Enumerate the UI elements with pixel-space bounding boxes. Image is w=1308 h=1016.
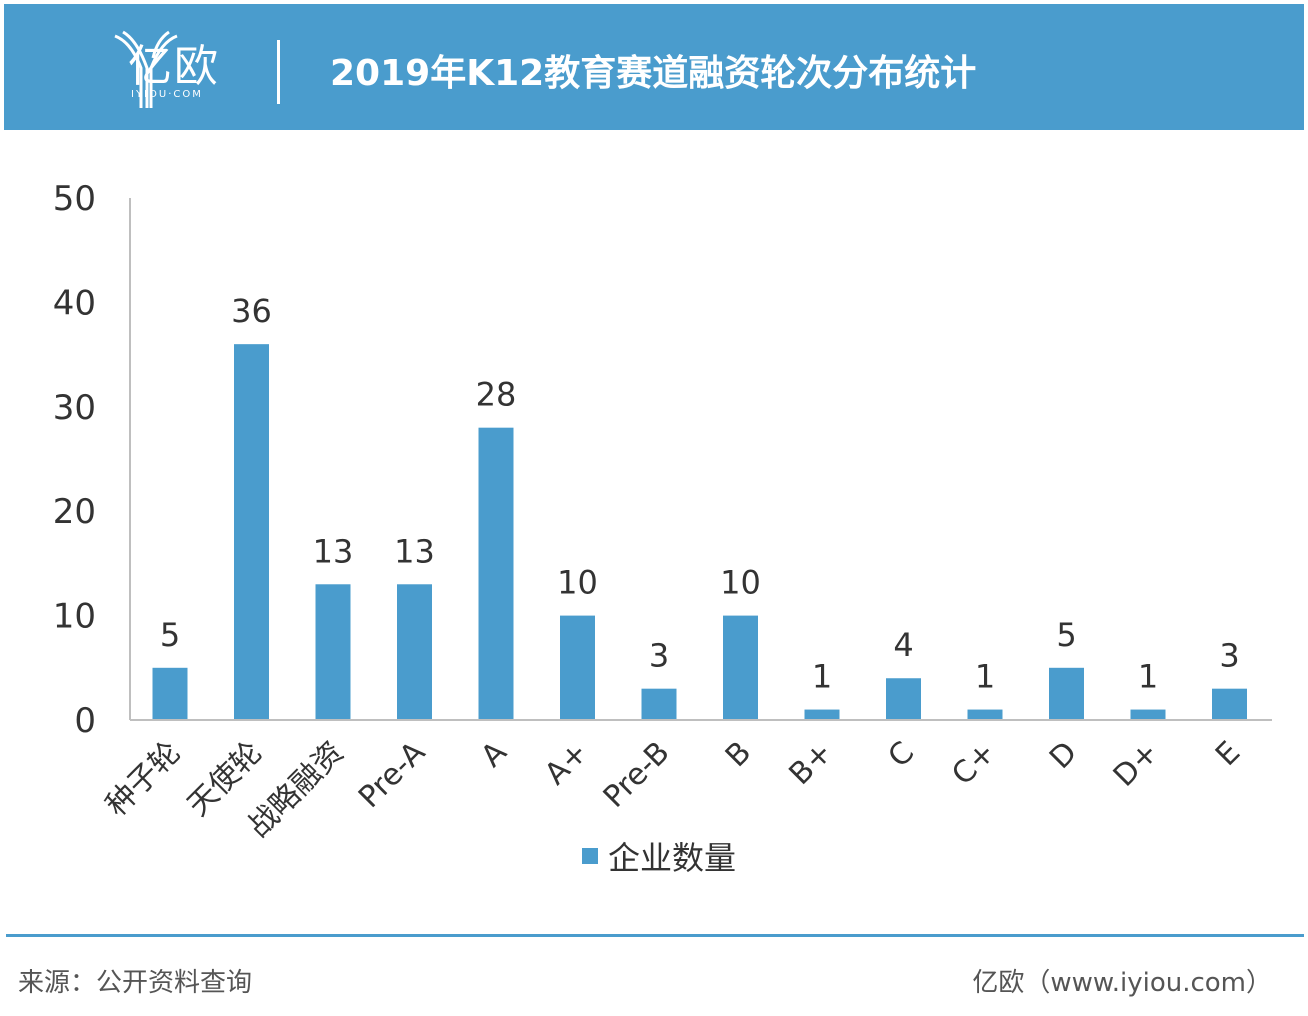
bar-value-label: 3 — [1219, 637, 1239, 675]
x-tick-label: B — [719, 735, 758, 774]
bar-value-label: 5 — [1056, 616, 1076, 654]
x-tick-label: C+ — [945, 735, 1002, 792]
bar-value-label: 3 — [649, 637, 669, 675]
chart-title: 2019年K12教育赛道融资轮次分布统计 — [330, 53, 977, 94]
x-tick-label: E — [1209, 735, 1247, 773]
legend-label: 企业数量 — [608, 839, 737, 877]
x-tick-label: Pre-B — [597, 735, 677, 815]
bar — [967, 709, 1003, 720]
y-tick-label: 10 — [53, 597, 96, 637]
y-tick-label: 20 — [53, 492, 96, 532]
bar-value-label: 4 — [893, 626, 913, 664]
bar — [804, 709, 840, 720]
header-banner: 亿欧 IYIOU·COM 2019年K12教育赛道融资轮次分布统计 — [4, 4, 1304, 130]
bar-value-label: 13 — [394, 532, 435, 570]
bar-value-label: 10 — [720, 564, 761, 602]
x-tick-label: A+ — [538, 735, 595, 792]
x-tick-label: 种子轮 — [99, 735, 187, 823]
bar-value-label: 1 — [975, 658, 995, 696]
bar — [152, 667, 188, 720]
bar — [1212, 688, 1247, 720]
logo-subtext: IYIOU·COM — [131, 89, 203, 100]
bar — [315, 584, 351, 720]
legend: 企业数量 — [582, 836, 737, 877]
legend-swatch — [582, 848, 598, 864]
y-tick-label: 50 — [53, 179, 96, 219]
bar-value-label: 10 — [557, 564, 598, 602]
x-tick-label: C — [882, 735, 922, 775]
y-tick-label: 30 — [53, 388, 96, 428]
x-tick-label: D+ — [1107, 735, 1166, 794]
bar — [478, 427, 514, 720]
y-axis: 0 10 20 30 40 50 — [53, 179, 96, 741]
x-tick-label: Pre-A — [352, 735, 433, 816]
bar — [1049, 667, 1084, 720]
bar — [1130, 709, 1166, 720]
bar-value-label: 5 — [160, 616, 180, 654]
x-tick-label: B+ — [783, 735, 840, 792]
bar-value-label: 13 — [313, 532, 354, 570]
bar — [886, 678, 921, 720]
bar-value-label: 28 — [476, 376, 517, 414]
bar — [723, 615, 758, 720]
bar-value-label: 1 — [812, 658, 832, 696]
bar-value-label: 36 — [231, 292, 272, 330]
bar-value-label: 1 — [1138, 658, 1158, 696]
y-tick-label: 40 — [53, 283, 96, 323]
iyiou-logo-icon — [114, 30, 178, 108]
bar — [234, 344, 269, 720]
y-tick-label: 0 — [74, 701, 96, 741]
bar — [560, 615, 595, 720]
bar — [397, 584, 432, 720]
source-note: 来源：公开资料查询 — [18, 968, 253, 998]
x-tick-label: D — [1043, 735, 1084, 776]
header-divider — [277, 40, 280, 104]
x-tick-label: A — [474, 735, 514, 775]
bars — [152, 344, 1247, 720]
logo-text: 亿欧 — [128, 41, 220, 92]
credit-note: 亿欧（www.iyiou.com） — [972, 968, 1272, 998]
footer-divider — [6, 934, 1304, 937]
bar — [641, 688, 677, 720]
